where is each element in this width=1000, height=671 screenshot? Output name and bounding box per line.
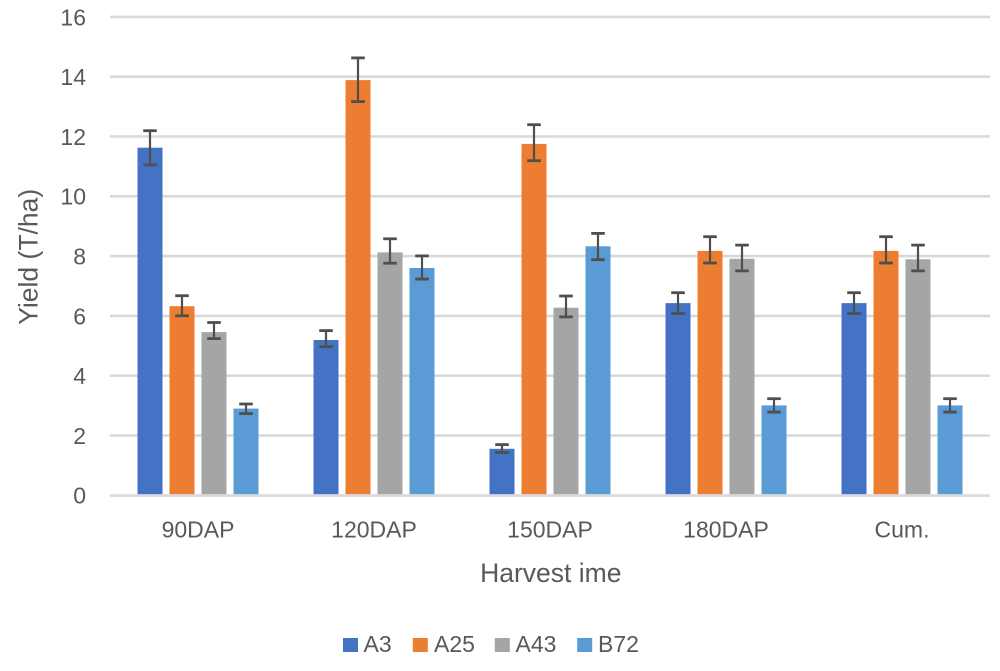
svg-text:A3: A3: [364, 631, 392, 657]
svg-text:2: 2: [73, 423, 86, 449]
svg-text:Cum.: Cum.: [875, 517, 930, 543]
svg-text:180DAP: 180DAP: [683, 517, 769, 543]
svg-text:16: 16: [60, 4, 86, 30]
svg-text:90DAP: 90DAP: [162, 517, 235, 543]
svg-text:10: 10: [60, 184, 86, 210]
svg-text:A25: A25: [434, 631, 475, 657]
svg-text:8: 8: [73, 244, 86, 270]
svg-text:14: 14: [60, 64, 86, 90]
svg-text:A43: A43: [516, 631, 557, 657]
svg-text:4: 4: [73, 363, 86, 389]
svg-text:6: 6: [73, 303, 86, 329]
svg-text:12: 12: [60, 124, 86, 150]
svg-text:Harvest ime: Harvest ime: [480, 558, 621, 588]
svg-text:0: 0: [73, 483, 86, 509]
svg-text:120DAP: 120DAP: [331, 517, 417, 543]
svg-text:150DAP: 150DAP: [507, 517, 593, 543]
svg-text:B72: B72: [598, 631, 639, 657]
svg-text:Yield (T/ha): Yield (T/ha): [13, 189, 43, 325]
